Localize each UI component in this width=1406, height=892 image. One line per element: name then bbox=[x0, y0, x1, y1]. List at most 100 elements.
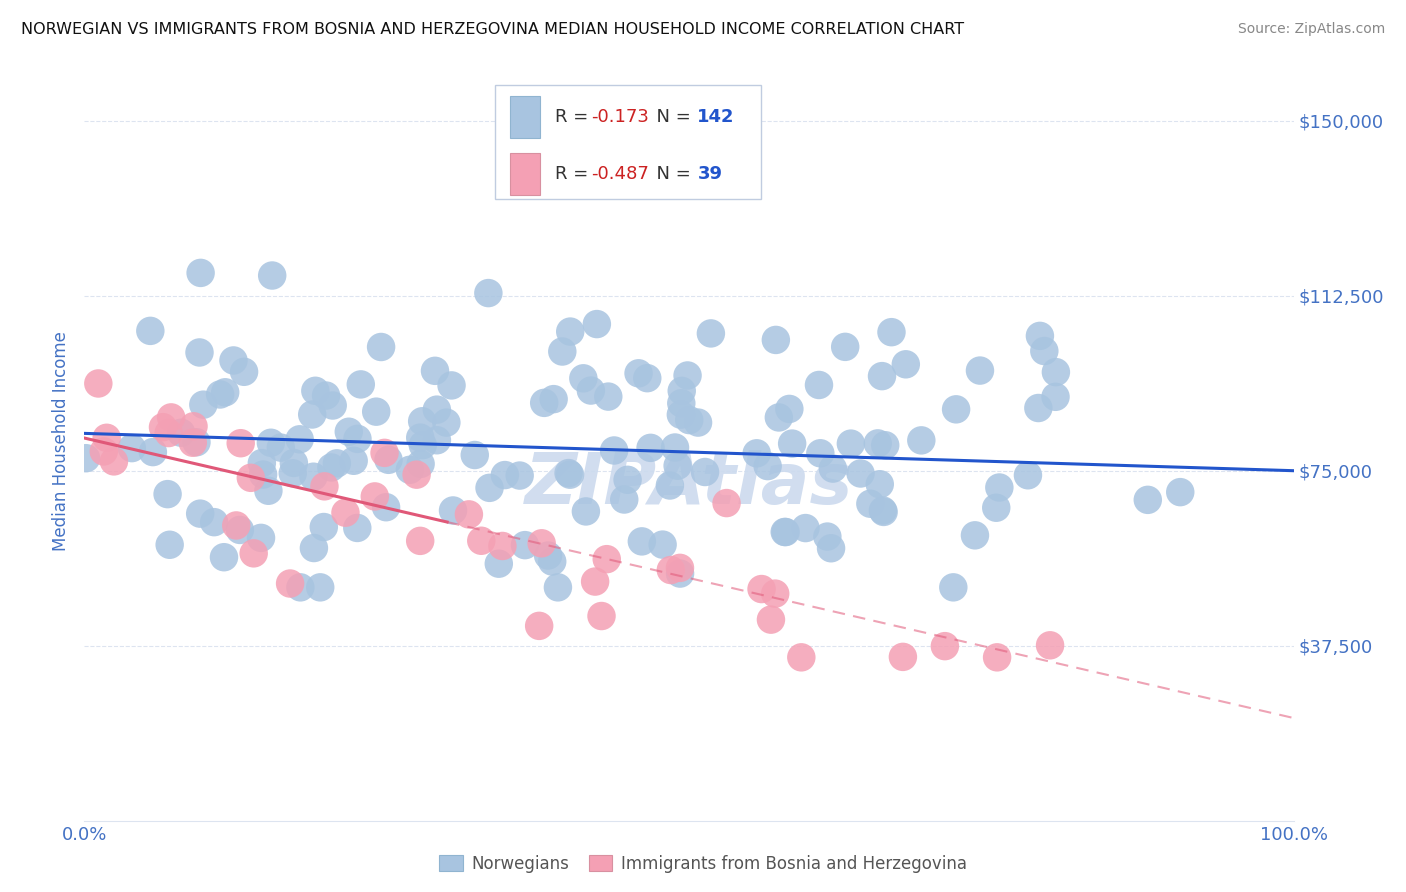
Point bbox=[96, 431, 118, 445]
Point bbox=[477, 286, 499, 301]
Point bbox=[934, 639, 956, 653]
Point bbox=[537, 549, 560, 563]
Point bbox=[458, 508, 481, 522]
Point bbox=[343, 454, 366, 468]
Point bbox=[170, 425, 193, 440]
Point bbox=[651, 538, 673, 552]
Point bbox=[181, 435, 204, 450]
Point bbox=[491, 539, 513, 553]
Point bbox=[859, 497, 882, 511]
Point bbox=[412, 438, 434, 452]
Point bbox=[103, 454, 125, 468]
Point bbox=[676, 368, 699, 383]
Point bbox=[399, 463, 422, 477]
Point bbox=[426, 402, 449, 417]
Point bbox=[591, 609, 613, 624]
Text: 39: 39 bbox=[697, 165, 723, 183]
Point bbox=[370, 340, 392, 354]
Point bbox=[820, 541, 842, 556]
Point bbox=[794, 521, 817, 535]
Point bbox=[598, 390, 620, 404]
Point bbox=[301, 408, 323, 422]
Point bbox=[440, 378, 463, 392]
Point bbox=[312, 520, 335, 534]
Point bbox=[160, 410, 183, 425]
Point bbox=[190, 266, 212, 280]
Point bbox=[613, 492, 636, 507]
Point bbox=[409, 431, 432, 445]
Point bbox=[631, 534, 654, 549]
Point bbox=[627, 366, 650, 380]
Point bbox=[405, 467, 427, 482]
Point bbox=[1028, 401, 1050, 415]
Point bbox=[309, 580, 332, 594]
Point bbox=[156, 487, 179, 501]
Point bbox=[1029, 329, 1052, 343]
Text: N =: N = bbox=[645, 165, 697, 183]
Point bbox=[560, 325, 582, 339]
Point bbox=[304, 384, 326, 398]
Point bbox=[669, 566, 692, 581]
Point bbox=[547, 580, 569, 594]
Point bbox=[262, 268, 284, 283]
Point bbox=[790, 650, 813, 665]
Point bbox=[986, 500, 1008, 515]
Point bbox=[315, 388, 337, 402]
Point bbox=[409, 533, 432, 548]
Point bbox=[302, 541, 325, 555]
Point bbox=[288, 432, 311, 446]
Text: N =: N = bbox=[645, 108, 697, 126]
FancyBboxPatch shape bbox=[495, 85, 762, 199]
Point bbox=[423, 364, 446, 378]
Point bbox=[558, 467, 581, 482]
Point bbox=[768, 410, 790, 425]
Point bbox=[910, 434, 932, 448]
Point bbox=[1033, 344, 1056, 359]
FancyBboxPatch shape bbox=[510, 153, 540, 194]
Point bbox=[302, 469, 325, 483]
Point bbox=[193, 398, 215, 412]
Legend: Norwegians, Immigrants from Bosnia and Herzegovina: Norwegians, Immigrants from Bosnia and H… bbox=[433, 848, 973, 880]
Point bbox=[603, 443, 626, 458]
Point bbox=[759, 613, 782, 627]
Point bbox=[409, 457, 432, 471]
Point bbox=[250, 531, 273, 545]
Point bbox=[963, 528, 986, 542]
Point bbox=[869, 477, 891, 491]
Point bbox=[159, 538, 181, 552]
Point bbox=[464, 448, 486, 462]
Point bbox=[773, 524, 796, 539]
Point bbox=[186, 435, 208, 450]
Point bbox=[214, 385, 236, 400]
Point bbox=[543, 392, 565, 406]
Point bbox=[426, 434, 449, 448]
Point bbox=[229, 436, 252, 450]
Point bbox=[686, 416, 709, 430]
Text: -0.487: -0.487 bbox=[591, 165, 650, 183]
Point bbox=[572, 371, 595, 385]
Point bbox=[988, 481, 1011, 495]
Text: ZIPAtlas: ZIPAtlas bbox=[524, 450, 853, 519]
Point bbox=[664, 441, 686, 455]
Point bbox=[808, 446, 831, 460]
Point bbox=[870, 369, 893, 384]
Point bbox=[212, 550, 235, 565]
Point bbox=[1039, 638, 1062, 652]
Point bbox=[596, 552, 619, 566]
Text: 142: 142 bbox=[697, 108, 735, 126]
Point bbox=[411, 414, 433, 428]
Point bbox=[678, 413, 700, 427]
Text: Source: ZipAtlas.com: Source: ZipAtlas.com bbox=[1237, 22, 1385, 37]
Point bbox=[75, 451, 97, 466]
Point bbox=[326, 456, 349, 470]
Point bbox=[527, 619, 550, 633]
Point bbox=[488, 557, 510, 571]
Point bbox=[693, 465, 716, 479]
Text: R =: R = bbox=[555, 165, 593, 183]
Point bbox=[321, 460, 343, 475]
Point bbox=[765, 333, 787, 347]
Point bbox=[1168, 485, 1191, 500]
Point bbox=[1045, 365, 1067, 379]
Point bbox=[350, 377, 373, 392]
Point bbox=[337, 425, 360, 439]
